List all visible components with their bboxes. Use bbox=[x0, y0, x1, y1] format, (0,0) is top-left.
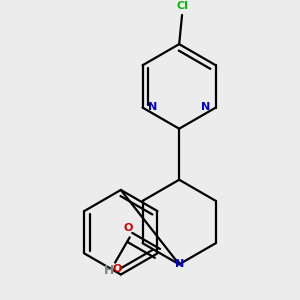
Text: Cl: Cl bbox=[176, 2, 188, 11]
Text: N: N bbox=[148, 102, 157, 112]
Text: O: O bbox=[113, 264, 122, 274]
Text: O: O bbox=[124, 223, 133, 233]
Text: H: H bbox=[103, 264, 114, 277]
Text: N: N bbox=[201, 102, 211, 112]
Text: N: N bbox=[175, 259, 184, 269]
